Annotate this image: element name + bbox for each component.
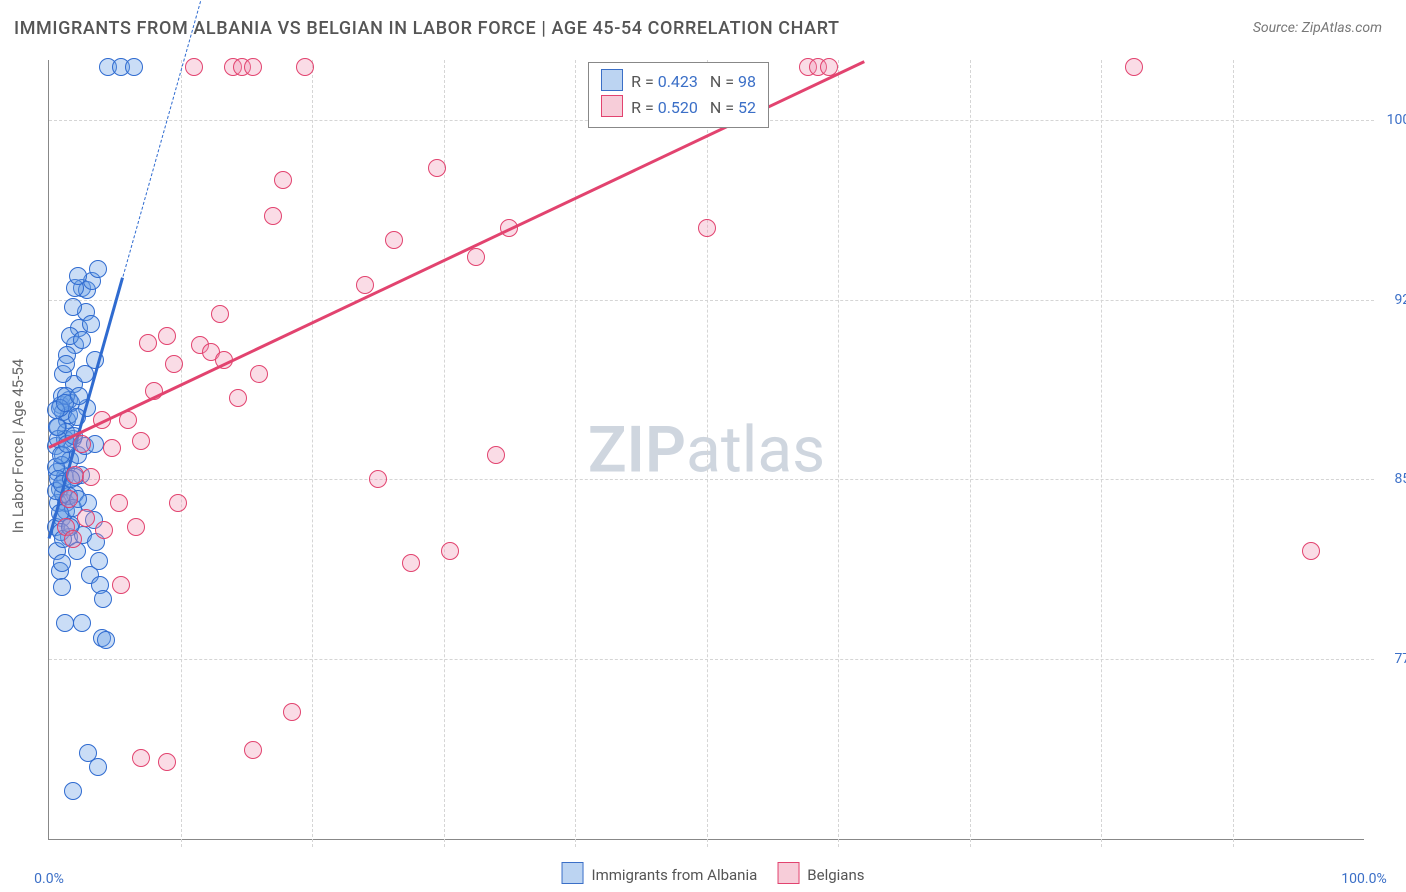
legend-series: Immigrants from Albania Belgians	[542, 862, 865, 884]
y-tick-label: 92.5%	[1368, 292, 1406, 308]
data-point-albania	[53, 554, 71, 572]
data-point-belgians	[698, 219, 716, 237]
data-point-albania	[125, 58, 143, 76]
y-axis-label: In Labor Force | Age 45-54	[9, 359, 27, 533]
data-point-albania	[53, 578, 71, 596]
data-point-belgians	[77, 509, 95, 527]
data-point-albania	[90, 552, 108, 570]
chart-container: IMMIGRANTS FROM ALBANIA VS BELGIAN IN LA…	[0, 0, 1406, 892]
data-point-belgians	[82, 468, 100, 486]
y-tick-label: 77.5%	[1368, 651, 1406, 667]
data-point-belgians	[402, 554, 420, 572]
data-point-albania	[94, 590, 112, 608]
data-point-belgians	[132, 749, 150, 767]
legend-row: R = 0.520 N = 52	[601, 95, 756, 121]
gridline-v	[181, 60, 182, 847]
chart-source: Source: ZipAtlas.com	[1253, 20, 1382, 36]
x-tick-label: 0.0%	[34, 871, 64, 887]
data-point-belgians	[95, 521, 113, 539]
legend-swatch	[777, 862, 799, 884]
chart-title: IMMIGRANTS FROM ALBANIA VS BELGIAN IN LA…	[14, 18, 840, 39]
gridline-v	[838, 60, 839, 847]
data-point-belgians	[211, 305, 229, 323]
gridline-h	[49, 659, 1374, 660]
data-point-belgians	[64, 530, 82, 548]
data-point-belgians	[229, 389, 247, 407]
data-point-albania	[48, 418, 66, 436]
gridline-v	[575, 60, 576, 847]
data-point-belgians	[296, 58, 314, 76]
trend-line	[122, 1, 201, 277]
y-tick-label: 100.0%	[1368, 112, 1406, 128]
data-point-belgians	[73, 435, 91, 453]
plot-area: ZIPatlas 77.5%85.0%92.5%100.0%0.0%100.0%…	[48, 60, 1364, 840]
legend-correlation: R = 0.423 N = 98R = 0.520 N = 52	[588, 62, 769, 128]
legend-label: Belgians	[807, 866, 864, 884]
data-point-belgians	[60, 490, 78, 508]
data-point-belgians	[169, 494, 187, 512]
data-point-belgians	[244, 741, 262, 759]
data-point-belgians	[283, 703, 301, 721]
data-point-belgians	[112, 576, 130, 594]
data-point-albania	[89, 758, 107, 776]
data-point-belgians	[356, 276, 374, 294]
data-point-belgians	[244, 58, 262, 76]
gridline-v	[312, 60, 313, 847]
data-point-albania	[64, 782, 82, 800]
data-point-albania	[97, 631, 115, 649]
data-point-belgians	[185, 58, 203, 76]
data-point-belgians	[264, 207, 282, 225]
data-point-belgians	[132, 432, 150, 450]
data-point-albania	[69, 267, 87, 285]
data-point-belgians	[1125, 58, 1143, 76]
data-point-belgians	[139, 334, 157, 352]
y-tick-label: 85.0%	[1368, 471, 1406, 487]
data-point-albania	[73, 331, 91, 349]
gridline-h	[49, 300, 1374, 301]
data-point-albania	[73, 614, 91, 632]
gridline-v	[707, 60, 708, 847]
data-point-belgians	[250, 365, 268, 383]
data-point-belgians	[158, 753, 176, 771]
data-point-belgians	[110, 494, 128, 512]
data-point-albania	[89, 260, 107, 278]
data-point-albania	[82, 315, 100, 333]
legend-swatch	[601, 95, 623, 117]
data-point-belgians	[467, 248, 485, 266]
data-point-albania	[56, 614, 74, 632]
gridline-v	[444, 60, 445, 847]
data-point-belgians	[385, 231, 403, 249]
legend-swatch	[601, 69, 623, 91]
x-tick-label: 100.0%	[1341, 871, 1386, 887]
gridline-h	[49, 479, 1374, 480]
data-point-belgians	[487, 446, 505, 464]
data-point-belgians	[369, 470, 387, 488]
gridline-v	[1233, 60, 1234, 847]
legend-label: Immigrants from Albania	[592, 866, 758, 884]
legend-row: R = 0.423 N = 98	[601, 69, 756, 95]
data-point-albania	[64, 298, 82, 316]
data-point-belgians	[127, 518, 145, 536]
legend-swatch	[562, 862, 584, 884]
data-point-belgians	[441, 542, 459, 560]
data-point-albania	[57, 355, 75, 373]
gridline-v	[1101, 60, 1102, 847]
data-point-belgians	[165, 355, 183, 373]
gridline-v	[970, 60, 971, 847]
data-point-belgians	[1302, 542, 1320, 560]
data-point-belgians	[158, 327, 176, 345]
data-point-belgians	[274, 171, 292, 189]
data-point-belgians	[103, 439, 121, 457]
data-point-belgians	[428, 159, 446, 177]
